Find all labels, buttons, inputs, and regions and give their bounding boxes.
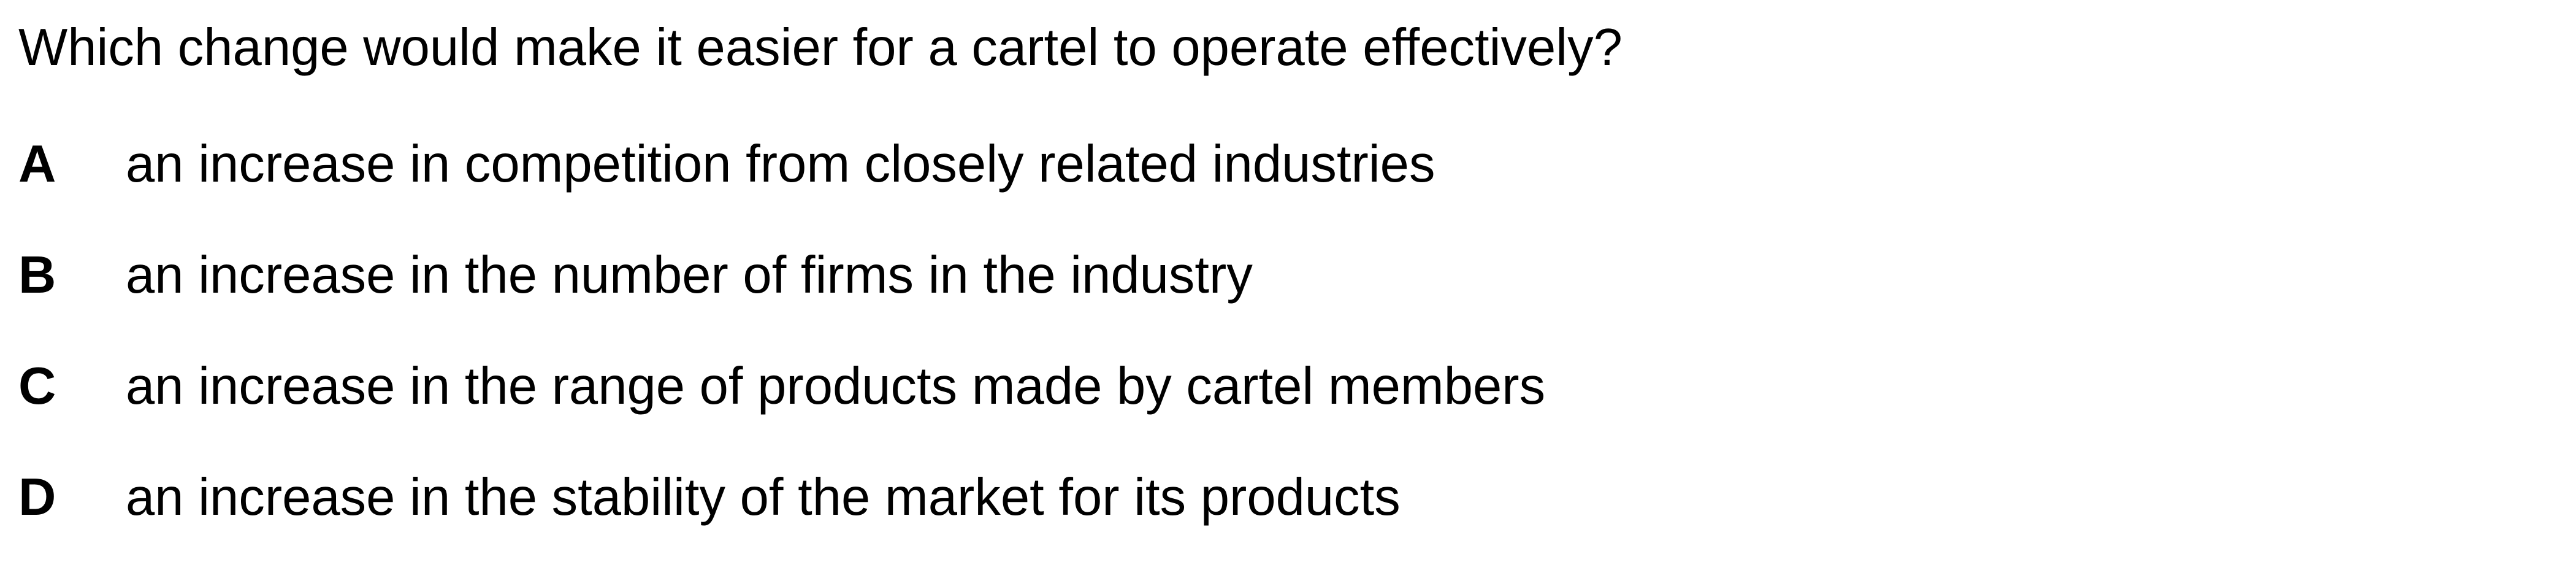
option-text: an increase in competition from closely … xyxy=(126,135,1435,193)
option-text: an increase in the range of products mad… xyxy=(126,357,1546,415)
option-letter: B xyxy=(18,246,56,304)
answer-options-list: A an increase in competition from closel… xyxy=(18,134,1545,578)
option-c: C an increase in the range of products m… xyxy=(18,356,1545,467)
option-text: an increase in the stability of the mark… xyxy=(126,468,1401,526)
option-letter: A xyxy=(18,135,56,193)
option-d: D an increase in the stability of the ma… xyxy=(18,467,1545,578)
option-text: an increase in the number of firms in th… xyxy=(126,246,1253,304)
option-b: B an increase in the number of firms in … xyxy=(18,245,1545,356)
option-letter: D xyxy=(18,468,56,526)
option-a: A an increase in competition from closel… xyxy=(18,134,1545,245)
option-letter: C xyxy=(18,357,56,415)
question-text: Which change would make it easier for a … xyxy=(18,18,1622,77)
